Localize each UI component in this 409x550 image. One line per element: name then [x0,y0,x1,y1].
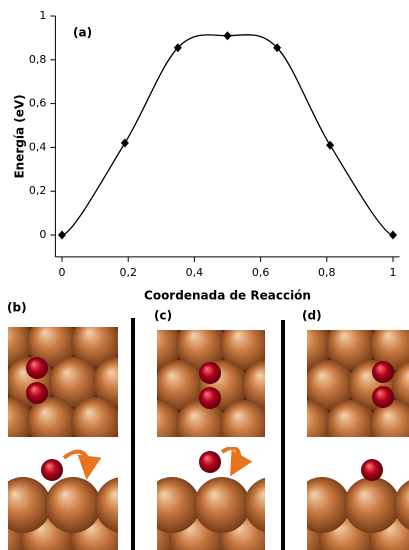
cu-atom [286,280,336,330]
cu-atom [95,477,151,533]
o-atom [361,459,383,481]
cu-atom [344,477,400,533]
cu-atom [49,277,99,327]
o-atom [199,362,221,384]
x-tick-label: 0,2 [119,266,137,279]
y-tick-label: 0,8 [29,53,47,66]
y-tick-label: 0,6 [29,97,47,110]
o-atom [26,382,48,404]
cu-atom [0,437,11,487]
cu-atom [71,397,121,447]
separator [281,320,285,550]
cu-atom [392,280,409,330]
side-view [244,459,409,550]
cu-atom [348,280,398,330]
y-axis-label: Energía (eV) [13,94,27,178]
x-tick-label: 1 [389,266,396,279]
cu-atom [282,400,332,450]
o-atom [372,361,394,383]
cu-atom [0,477,1,533]
x-tick-label: 0,4 [186,266,204,279]
cu-atom [45,477,101,533]
energy-chart: 0 0,2 0,4 0,6 0,8 1 0 0,2 0,4 0,6 0,8 1 Coordenada d… [13,9,400,303]
curve [62,35,393,235]
panel-label: (c) [154,309,172,323]
arrow [64,452,88,468]
x-tick-label: 0 [59,266,66,279]
cu-atom [220,400,270,450]
cu-atom [176,400,226,450]
cu-atom [194,477,250,533]
page: {"chart_data": {"type": "line", "annotat… [0,0,409,550]
marker [389,231,397,240]
arrow [222,448,239,466]
marker [326,141,334,150]
o-atom [41,459,63,481]
cu-atom [132,400,182,450]
panel-label: (d) [302,309,322,323]
cu-atom [93,277,143,327]
cu-atom [27,397,77,447]
y-tick-label: 0,2 [29,184,47,197]
cu-atom [244,477,300,533]
marker [58,231,66,240]
x-tick-label: 0,8 [318,266,336,279]
marker [121,139,129,148]
separator [131,318,135,550]
cu-atom [294,477,350,533]
cu-atom [326,400,376,450]
o-atom [199,451,221,473]
cu-atom [264,320,314,370]
panel-label: (b) [7,301,27,315]
figure: 0 0,2 0,4 0,6 0,8 1 0 0,2 0,4 0,6 0,8 1 Coordenada d… [0,0,409,550]
y-tick-label: 0,4 [29,140,47,153]
cu-atom [264,400,314,450]
o-atom [26,357,48,379]
cu-atom [304,280,354,330]
cu-atom [198,280,248,330]
o-atom [199,387,221,409]
x-tick-label: 0,6 [252,266,270,279]
cu-atom [144,477,200,533]
cu-atom [154,280,204,330]
structures [0,277,409,550]
marker [224,31,232,40]
y-tick-label: 0 [39,228,46,241]
x-axis-label: Coordenada de Reacción [144,289,311,303]
o-atom [372,386,394,408]
y-tick-label: 1 [39,9,46,22]
annotation: (a) [73,26,92,40]
